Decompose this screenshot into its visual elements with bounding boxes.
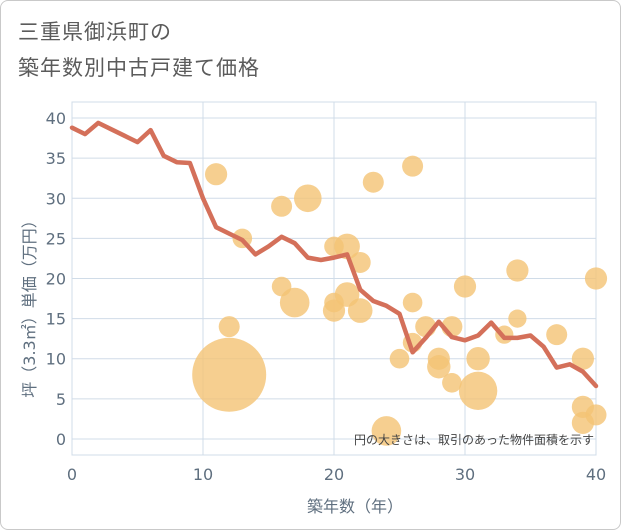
bubble-point-11 xyxy=(334,233,360,260)
bubble-point-32 xyxy=(546,324,568,346)
y-tick-label-10: 10 xyxy=(46,350,66,369)
axis-ticks: 0 5 10 15 20 25 30 35 40 0 10 20 30 40 xyxy=(46,109,607,484)
bubble-point-33 xyxy=(571,347,595,370)
bubble-series xyxy=(192,155,608,446)
bubble-point-2 xyxy=(218,316,240,338)
x-tick-label-20: 20 xyxy=(324,465,344,484)
y-tick-label-20: 20 xyxy=(46,270,66,289)
bubble-point-4 xyxy=(271,195,293,217)
y-tick-label-0: 0 xyxy=(56,430,66,449)
trend-line xyxy=(69,120,599,389)
bubble-point-15 xyxy=(362,171,384,193)
chart-title-line2: 築年数別中古戸建て価格 xyxy=(18,56,260,80)
bubble-point-7 xyxy=(294,184,322,213)
bubble-point-26 xyxy=(453,275,477,298)
bubble-point-28 xyxy=(458,371,498,411)
bubble-point-23 xyxy=(427,355,451,379)
trend-line-series xyxy=(69,120,599,389)
y-tick-label-30: 30 xyxy=(46,189,66,208)
bubble-point-1 xyxy=(205,163,228,186)
bubble-point-0 xyxy=(192,337,267,412)
y-tick-label-5: 5 xyxy=(56,390,66,409)
bubble-point-6 xyxy=(279,287,310,318)
bubble-point-18 xyxy=(402,155,424,177)
bubble-point-36 xyxy=(584,267,608,290)
bubble-point-19 xyxy=(402,292,423,313)
bubble-point-25 xyxy=(442,372,462,393)
bubble-point-37 xyxy=(585,404,607,426)
bubble-point-16 xyxy=(371,416,402,446)
x-tick-label-30: 30 xyxy=(455,465,475,484)
chart-title-line1: 三重県御浜町の xyxy=(18,20,172,44)
y-axis-label: 坪（3.3㎡）単価（万円） xyxy=(20,212,39,397)
bubble-point-14 xyxy=(347,298,373,323)
x-tick-label-0: 0 xyxy=(67,465,77,484)
bubble-point-10 xyxy=(322,299,346,322)
x-axis-label: 築年数（年） xyxy=(307,497,403,516)
bubble-point-17 xyxy=(389,348,410,369)
y-tick-label-40: 40 xyxy=(46,109,66,128)
y-tick-label-35: 35 xyxy=(46,149,66,168)
bubble-size-note: 円の大きさは、取引のあった物件面積を示す xyxy=(354,432,594,447)
bubble-point-31 xyxy=(508,309,527,328)
bubble-point-27 xyxy=(466,347,490,371)
x-tick-label-40: 40 xyxy=(586,465,606,484)
x-tick-label-10: 10 xyxy=(193,465,213,484)
y-tick-label-15: 15 xyxy=(46,310,66,329)
bubble-point-13 xyxy=(349,251,371,273)
y-tick-label-25: 25 xyxy=(46,229,66,248)
bubble-point-30 xyxy=(506,259,529,282)
chart-title: 三重県御浜町の 築年数別中古戸建て価格 xyxy=(18,14,260,86)
